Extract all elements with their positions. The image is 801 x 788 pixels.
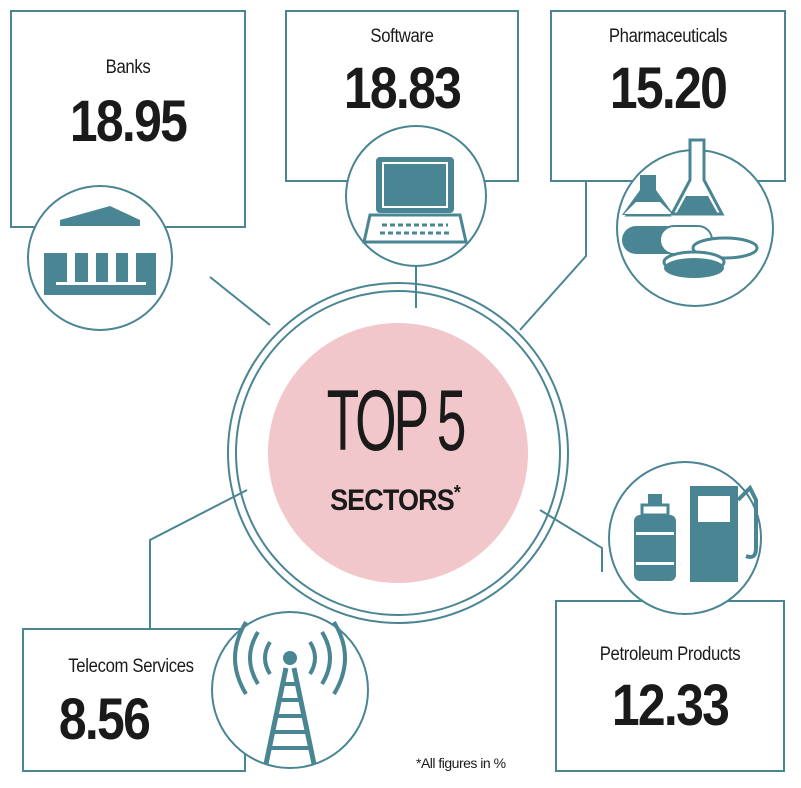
sector-label-pharmaceuticals: Pharmaceuticals: [608, 26, 728, 47]
connector-telecom: [149, 489, 248, 628]
sector-value-pharmaceuticals: 15.20: [609, 56, 728, 121]
sector-box-petroleum-products: Petroleum Products 12.33: [555, 600, 785, 772]
sector-box-software: Software 18.83: [285, 10, 519, 182]
center-subtitle-text: SECTORS: [330, 484, 455, 517]
sector-box-banks: Banks 18.95: [10, 10, 246, 228]
sector-value-telecom-services: 8.56: [58, 687, 151, 752]
sector-value-software: 18.83: [343, 56, 462, 121]
center-subtitle-mark: *: [453, 482, 461, 504]
connector-pharma: [519, 182, 587, 331]
sector-value-banks: 18.95: [69, 89, 188, 154]
sector-box-pharmaceuticals: Pharmaceuticals 15.20: [550, 10, 786, 182]
sector-box-telecom-services: Telecom Services 8.56: [22, 628, 246, 772]
sector-label-telecom-services: Telecom Services: [68, 656, 194, 677]
center-disc: [268, 323, 528, 583]
connector-petroleum: [539, 509, 603, 572]
connector-lines: [149, 182, 603, 628]
center-title: TOP 5: [326, 373, 467, 469]
sector-value-petroleum-products: 12.33: [611, 673, 730, 738]
connector-banks: [209, 276, 271, 326]
sector-label-banks: Banks: [105, 57, 151, 78]
footnote: *All figures in %: [416, 755, 506, 771]
center-subtitle: SECTORS*: [292, 482, 499, 518]
center-outer-ring: [227, 282, 569, 624]
sector-label-petroleum-products: Petroleum Products: [599, 644, 741, 665]
sector-label-software: Software: [370, 26, 434, 47]
center-inner-ring: [235, 290, 561, 616]
